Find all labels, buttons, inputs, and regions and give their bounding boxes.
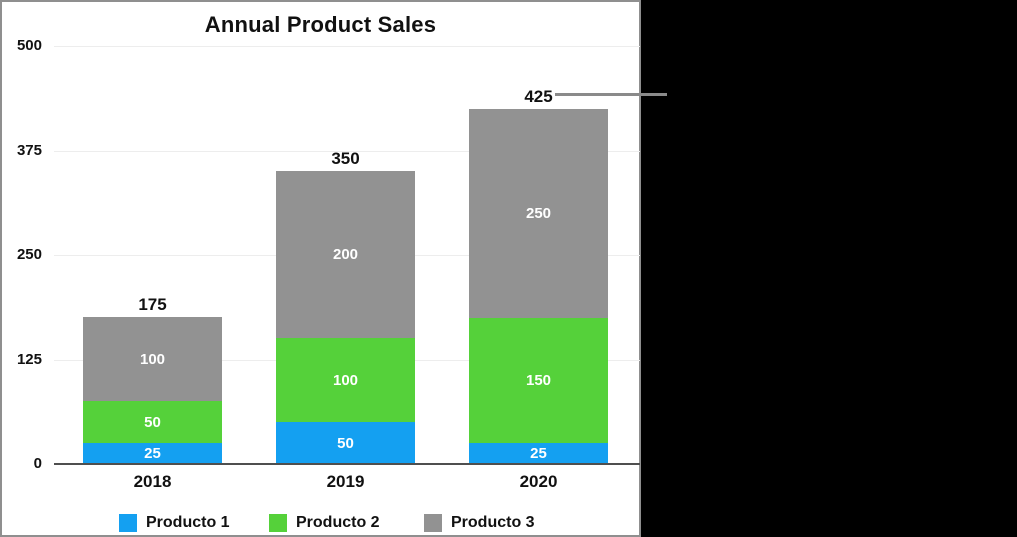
legend-item-producto-3: Producto 3 bbox=[424, 513, 535, 532]
y-axis-tick-label: 250 bbox=[16, 246, 42, 263]
callout-line bbox=[555, 93, 667, 96]
bar-segment-value: 25 bbox=[144, 445, 161, 462]
bar-segment-producto-2: 100 bbox=[276, 338, 415, 422]
legend-swatch bbox=[424, 513, 442, 532]
legend-item-producto-2: Producto 2 bbox=[269, 513, 380, 532]
bar-segment-producto-3: 250 bbox=[469, 109, 608, 318]
legend-swatch bbox=[119, 513, 137, 532]
legend-swatch bbox=[269, 513, 287, 532]
bar-total-label: 425 bbox=[524, 87, 553, 106]
y-axis-tick-label: 500 bbox=[16, 37, 42, 54]
gridline-500 bbox=[54, 46, 640, 47]
bar-total-label: 175 bbox=[138, 295, 167, 314]
bar-segment-value: 100 bbox=[139, 350, 166, 368]
x-axis-label-2019: 2019 bbox=[326, 472, 365, 491]
bar-segment-producto-3: 200 bbox=[276, 171, 415, 338]
annotation-panel bbox=[641, 0, 1017, 537]
y-axis-tick-label: 375 bbox=[16, 142, 42, 159]
bar-segment-producto-1: 50 bbox=[276, 422, 415, 464]
legend-item-producto-1: Producto 1 bbox=[119, 513, 230, 532]
bar-segment-value: 150 bbox=[525, 372, 552, 389]
bar-segment-value: 250 bbox=[525, 205, 552, 222]
bar-segment-value: 25 bbox=[530, 445, 547, 462]
chart-panel: Annual Product Sales 0 125 250 375 500 25 50 10… bbox=[0, 0, 641, 537]
legend-label: Producto 2 bbox=[296, 514, 380, 531]
bar-segment-producto-2: 50 bbox=[83, 401, 222, 443]
gridline-375 bbox=[54, 151, 640, 152]
x-axis-line bbox=[54, 463, 640, 465]
bar-segment-value: 100 bbox=[332, 371, 359, 389]
x-axis-label-2018: 2018 bbox=[133, 472, 172, 491]
bar-total-label: 350 bbox=[331, 149, 360, 168]
bar-segment-producto-1: 25 bbox=[469, 443, 608, 464]
bar-segment-value: 200 bbox=[332, 246, 359, 263]
legend-label: Producto 3 bbox=[451, 514, 535, 531]
y-axis-tick-label: 0 bbox=[33, 455, 42, 472]
bar-segment-producto-3: 100 bbox=[83, 317, 222, 401]
bar-segment-value: 50 bbox=[144, 413, 161, 431]
bar-segment-value: 50 bbox=[337, 434, 354, 452]
bar-segment-producto-1: 25 bbox=[83, 443, 222, 464]
plot-area: 0 125 250 375 500 25 50 100 175 2018 50 100 200 350 20… bbox=[2, 2, 640, 535]
chart-title: Annual Product Sales bbox=[204, 12, 437, 37]
x-axis-label-2020: 2020 bbox=[519, 472, 558, 491]
bar-segment-producto-2: 150 bbox=[469, 318, 608, 443]
legend-label: Producto 1 bbox=[146, 514, 230, 531]
legend: Producto 1 Producto 2 Producto 3 bbox=[2, 513, 639, 533]
y-axis-tick-label: 125 bbox=[16, 351, 42, 368]
